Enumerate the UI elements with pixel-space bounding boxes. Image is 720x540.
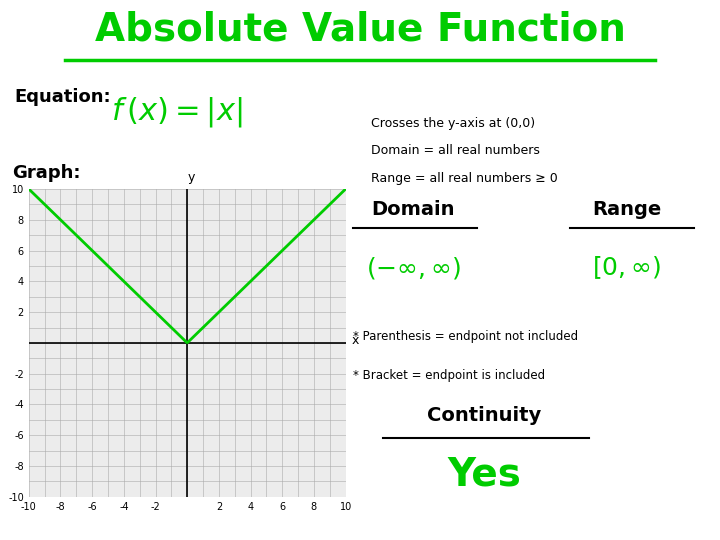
Text: Continuity: Continuity	[427, 406, 541, 425]
Text: $(-\infty,\infty)$: $(-\infty,\infty)$	[366, 255, 460, 281]
Text: Yes: Yes	[447, 456, 521, 494]
Text: x: x	[352, 334, 359, 347]
Text: Domain: Domain	[372, 200, 455, 219]
Text: Absolute Value Function: Absolute Value Function	[94, 10, 626, 48]
Text: Range: Range	[592, 200, 661, 219]
Text: $[0,\infty)$: $[0,\infty)$	[592, 255, 661, 281]
Text: $f\,(x)=|x|$: $f\,(x)=|x|$	[111, 95, 243, 129]
Text: * Parenthesis = endpoint not included: * Parenthesis = endpoint not included	[353, 330, 578, 343]
Text: Range = all real numbers ≥ 0: Range = all real numbers ≥ 0	[371, 172, 557, 185]
Text: Domain = all real numbers: Domain = all real numbers	[371, 144, 540, 157]
Text: Crosses the y-axis at (0,0): Crosses the y-axis at (0,0)	[371, 117, 535, 130]
Text: Graph:: Graph:	[13, 164, 81, 182]
Text: y: y	[187, 171, 195, 184]
Text: Equation:: Equation:	[14, 87, 111, 106]
Text: * Bracket = endpoint is included: * Bracket = endpoint is included	[353, 369, 545, 382]
